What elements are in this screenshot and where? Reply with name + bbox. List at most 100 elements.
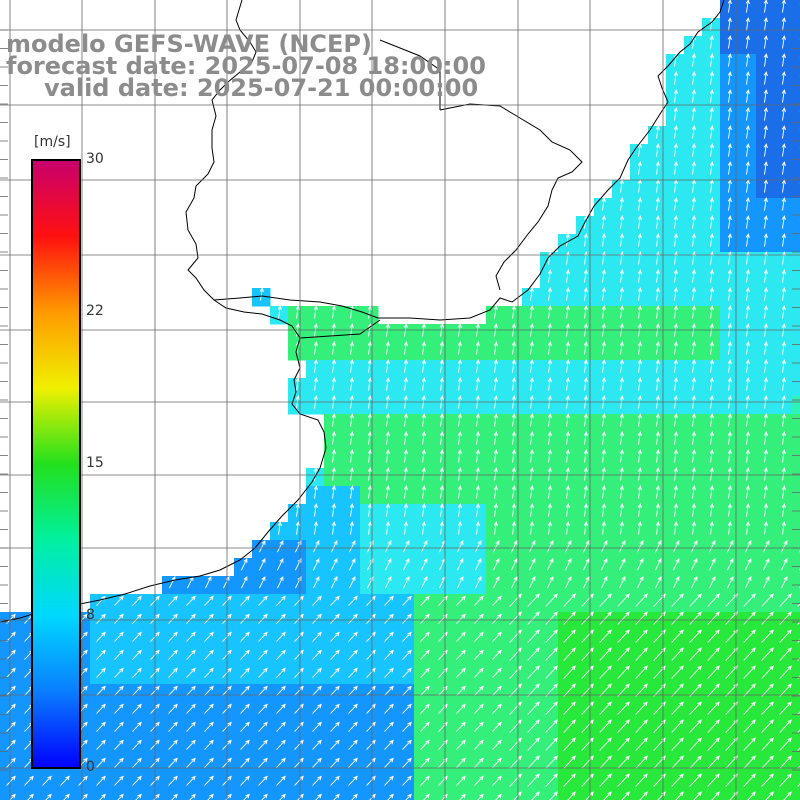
wind-arrow: [313, 341, 318, 355]
wind-arrow: [60, 775, 70, 786]
wind-arrow: [511, 485, 516, 499]
wind-arrow: [781, 305, 786, 319]
wind-arrow: [673, 305, 678, 319]
wind-arrow: [384, 613, 394, 624]
wind-arrow: [781, 287, 786, 301]
wind-arrow: [276, 739, 286, 750]
wind-arrow: [619, 377, 624, 391]
wind-arrow: [583, 413, 588, 427]
wind-arrow: [6, 775, 16, 786]
wind-arrow: [258, 595, 268, 606]
wind-arrow: [420, 703, 430, 714]
wind-arrow: [761, 683, 774, 697]
wind-arrow: [781, 449, 786, 463]
wind-arrow: [727, 197, 732, 211]
wind-arrow: [763, 17, 768, 31]
wind-arrow: [635, 773, 648, 787]
wind-arrow: [763, 269, 768, 283]
wind-arrow: [527, 719, 540, 733]
colorbar: [31, 159, 81, 769]
wind-arrow: [547, 503, 552, 517]
wind-arrow: [691, 53, 696, 67]
wind-arrow: [726, 575, 734, 589]
wind-arrow: [601, 233, 606, 247]
wind-speed-cell: [792, 738, 800, 757]
wind-arrow: [727, 521, 732, 535]
wind-speed-cell: [792, 720, 800, 739]
wind-arrow: [421, 377, 426, 391]
wind-arrow: [96, 613, 106, 624]
wind-arrow: [492, 721, 502, 732]
wind-arrow: [420, 539, 428, 553]
wind-arrow: [509, 737, 522, 751]
wind-speed-cell: [792, 0, 800, 19]
wind-arrow: [583, 521, 588, 535]
wind-arrow: [384, 649, 394, 660]
wind-arrow: [709, 377, 714, 391]
wind-arrow: [168, 613, 178, 624]
wind-arrow: [294, 685, 304, 696]
wind-arrow: [691, 377, 696, 391]
wind-arrow: [439, 431, 444, 445]
wind-arrow: [547, 269, 552, 283]
wind-arrow: [655, 467, 660, 481]
wind-arrow: [545, 755, 558, 769]
wind-arrow: [511, 449, 516, 463]
wind-arrow: [689, 611, 702, 625]
wind-speed-cell: [216, 792, 235, 800]
wind-arrow: [475, 431, 480, 445]
wind-arrow: [582, 557, 590, 571]
wind-speed-cell: [792, 450, 800, 469]
wind-arrow: [655, 449, 660, 463]
wind-speed-cell: [792, 108, 800, 127]
wind-arrow: [779, 719, 792, 733]
wind-arrow: [493, 413, 498, 427]
wind-arrow: [707, 755, 720, 769]
wind-arrow: [366, 757, 376, 768]
wind-arrow: [295, 305, 300, 319]
wind-speed-cell: [684, 792, 703, 800]
wind-arrow: [204, 703, 214, 714]
wind-arrow: [762, 557, 770, 571]
wind-arrow: [673, 503, 678, 517]
wind-arrow: [312, 775, 322, 786]
wind-arrow: [294, 649, 304, 660]
wind-arrow: [348, 739, 358, 750]
wind-arrow: [330, 757, 340, 768]
wind-arrow: [132, 739, 142, 750]
wind-arrow: [527, 665, 540, 679]
wind-arrow: [563, 719, 576, 733]
wind-arrow: [331, 485, 336, 499]
wind-arrow: [276, 667, 286, 678]
wind-arrow: [671, 611, 684, 625]
wind-arrow: [691, 521, 696, 535]
wind-arrow: [545, 593, 558, 607]
wind-arrow: [727, 161, 732, 175]
wind-arrow: [581, 773, 594, 787]
wind-arrow: [708, 575, 716, 589]
wind-arrow: [456, 649, 466, 660]
wind-arrow: [582, 539, 590, 553]
wind-arrow: [168, 775, 178, 786]
wind-arrow: [439, 521, 444, 535]
wind-arrow: [186, 721, 196, 732]
wind-arrow: [672, 539, 680, 553]
wind-arrow: [456, 557, 464, 571]
wind-arrow: [655, 521, 660, 535]
wind-arrow: [240, 595, 250, 606]
wind-arrow: [96, 631, 106, 642]
wind-speed-cell: [792, 288, 800, 307]
wind-arrow: [313, 305, 318, 319]
wind-arrow: [655, 431, 660, 445]
wind-arrow: [527, 611, 540, 625]
wind-speed-cell: [36, 792, 55, 800]
wind-arrow: [331, 359, 336, 373]
wind-arrow: [114, 595, 124, 606]
wind-arrow: [261, 793, 268, 800]
wind-arrow: [763, 521, 768, 535]
wind-arrow: [709, 233, 714, 247]
wind-arrow: [617, 629, 630, 643]
wind-arrow: [315, 793, 322, 800]
wind-arrow: [402, 757, 412, 768]
wind-arrow: [6, 757, 16, 768]
